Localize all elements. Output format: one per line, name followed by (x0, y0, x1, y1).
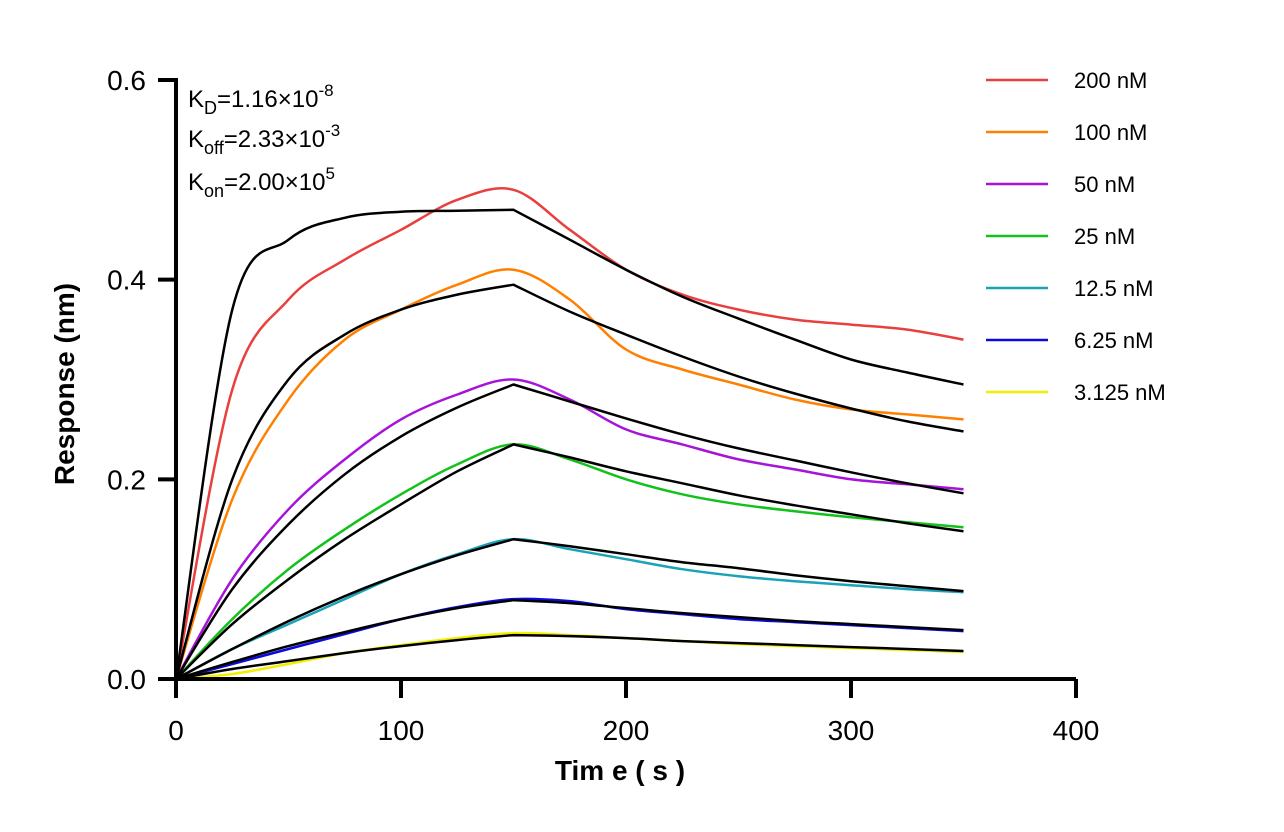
y-tick-label: 0.6 (107, 65, 146, 96)
series-line (175, 597, 964, 681)
legend-label: 100 nM (1074, 120, 1147, 145)
series-line (175, 631, 964, 681)
series-line (174, 268, 964, 680)
y-tick-label: 0.0 (107, 664, 146, 695)
legend-label: 25 nM (1074, 224, 1135, 249)
response-traces (174, 187, 964, 681)
legend: 200 nM 100 nM 50 nM 25 nM 12.5 nM 6.25 nM 3.12… (986, 68, 1166, 405)
x-tick-label: 200 (603, 715, 650, 746)
fit-line (175, 633, 964, 681)
series-line (175, 537, 964, 681)
legend-label: 200 nM (1074, 68, 1147, 93)
legend-label: 50 nM (1074, 172, 1135, 197)
x-tick-label: 100 (378, 715, 425, 746)
fit-curve-group (174, 208, 964, 681)
series-line (174, 378, 964, 680)
x-tick-label: 0 (168, 715, 184, 746)
x-ticks: 0 100 200 300 400 (168, 679, 1099, 746)
fit-line (174, 208, 964, 680)
y-tick-label: 0.4 (107, 265, 146, 296)
y-axis-title: Response (nm) (49, 283, 80, 485)
kon-annotation: Kon=2.00×105 (188, 164, 335, 201)
fit-line (175, 537, 964, 681)
series-line (174, 187, 964, 680)
legend-label: 6.25 nM (1074, 328, 1154, 353)
legend-label: 3.125 nM (1074, 380, 1166, 405)
fit-line (175, 443, 964, 680)
y-tick-label: 0.2 (107, 464, 146, 495)
koff-annotation: Koff=2.33×10-3 (188, 121, 340, 158)
fit-line (175, 598, 964, 681)
y-ticks: 0.0 0.2 0.4 0.6 (107, 65, 176, 695)
x-axis-title: Tim e ( s ) (555, 755, 685, 786)
legend-label: 12.5 nM (1074, 276, 1154, 301)
fit-line (174, 383, 964, 680)
x-tick-label: 400 (1053, 715, 1100, 746)
x-tick-label: 300 (828, 715, 875, 746)
fit-line (174, 283, 964, 680)
kd-annotation: KD=1.16×10-8 (188, 81, 334, 118)
